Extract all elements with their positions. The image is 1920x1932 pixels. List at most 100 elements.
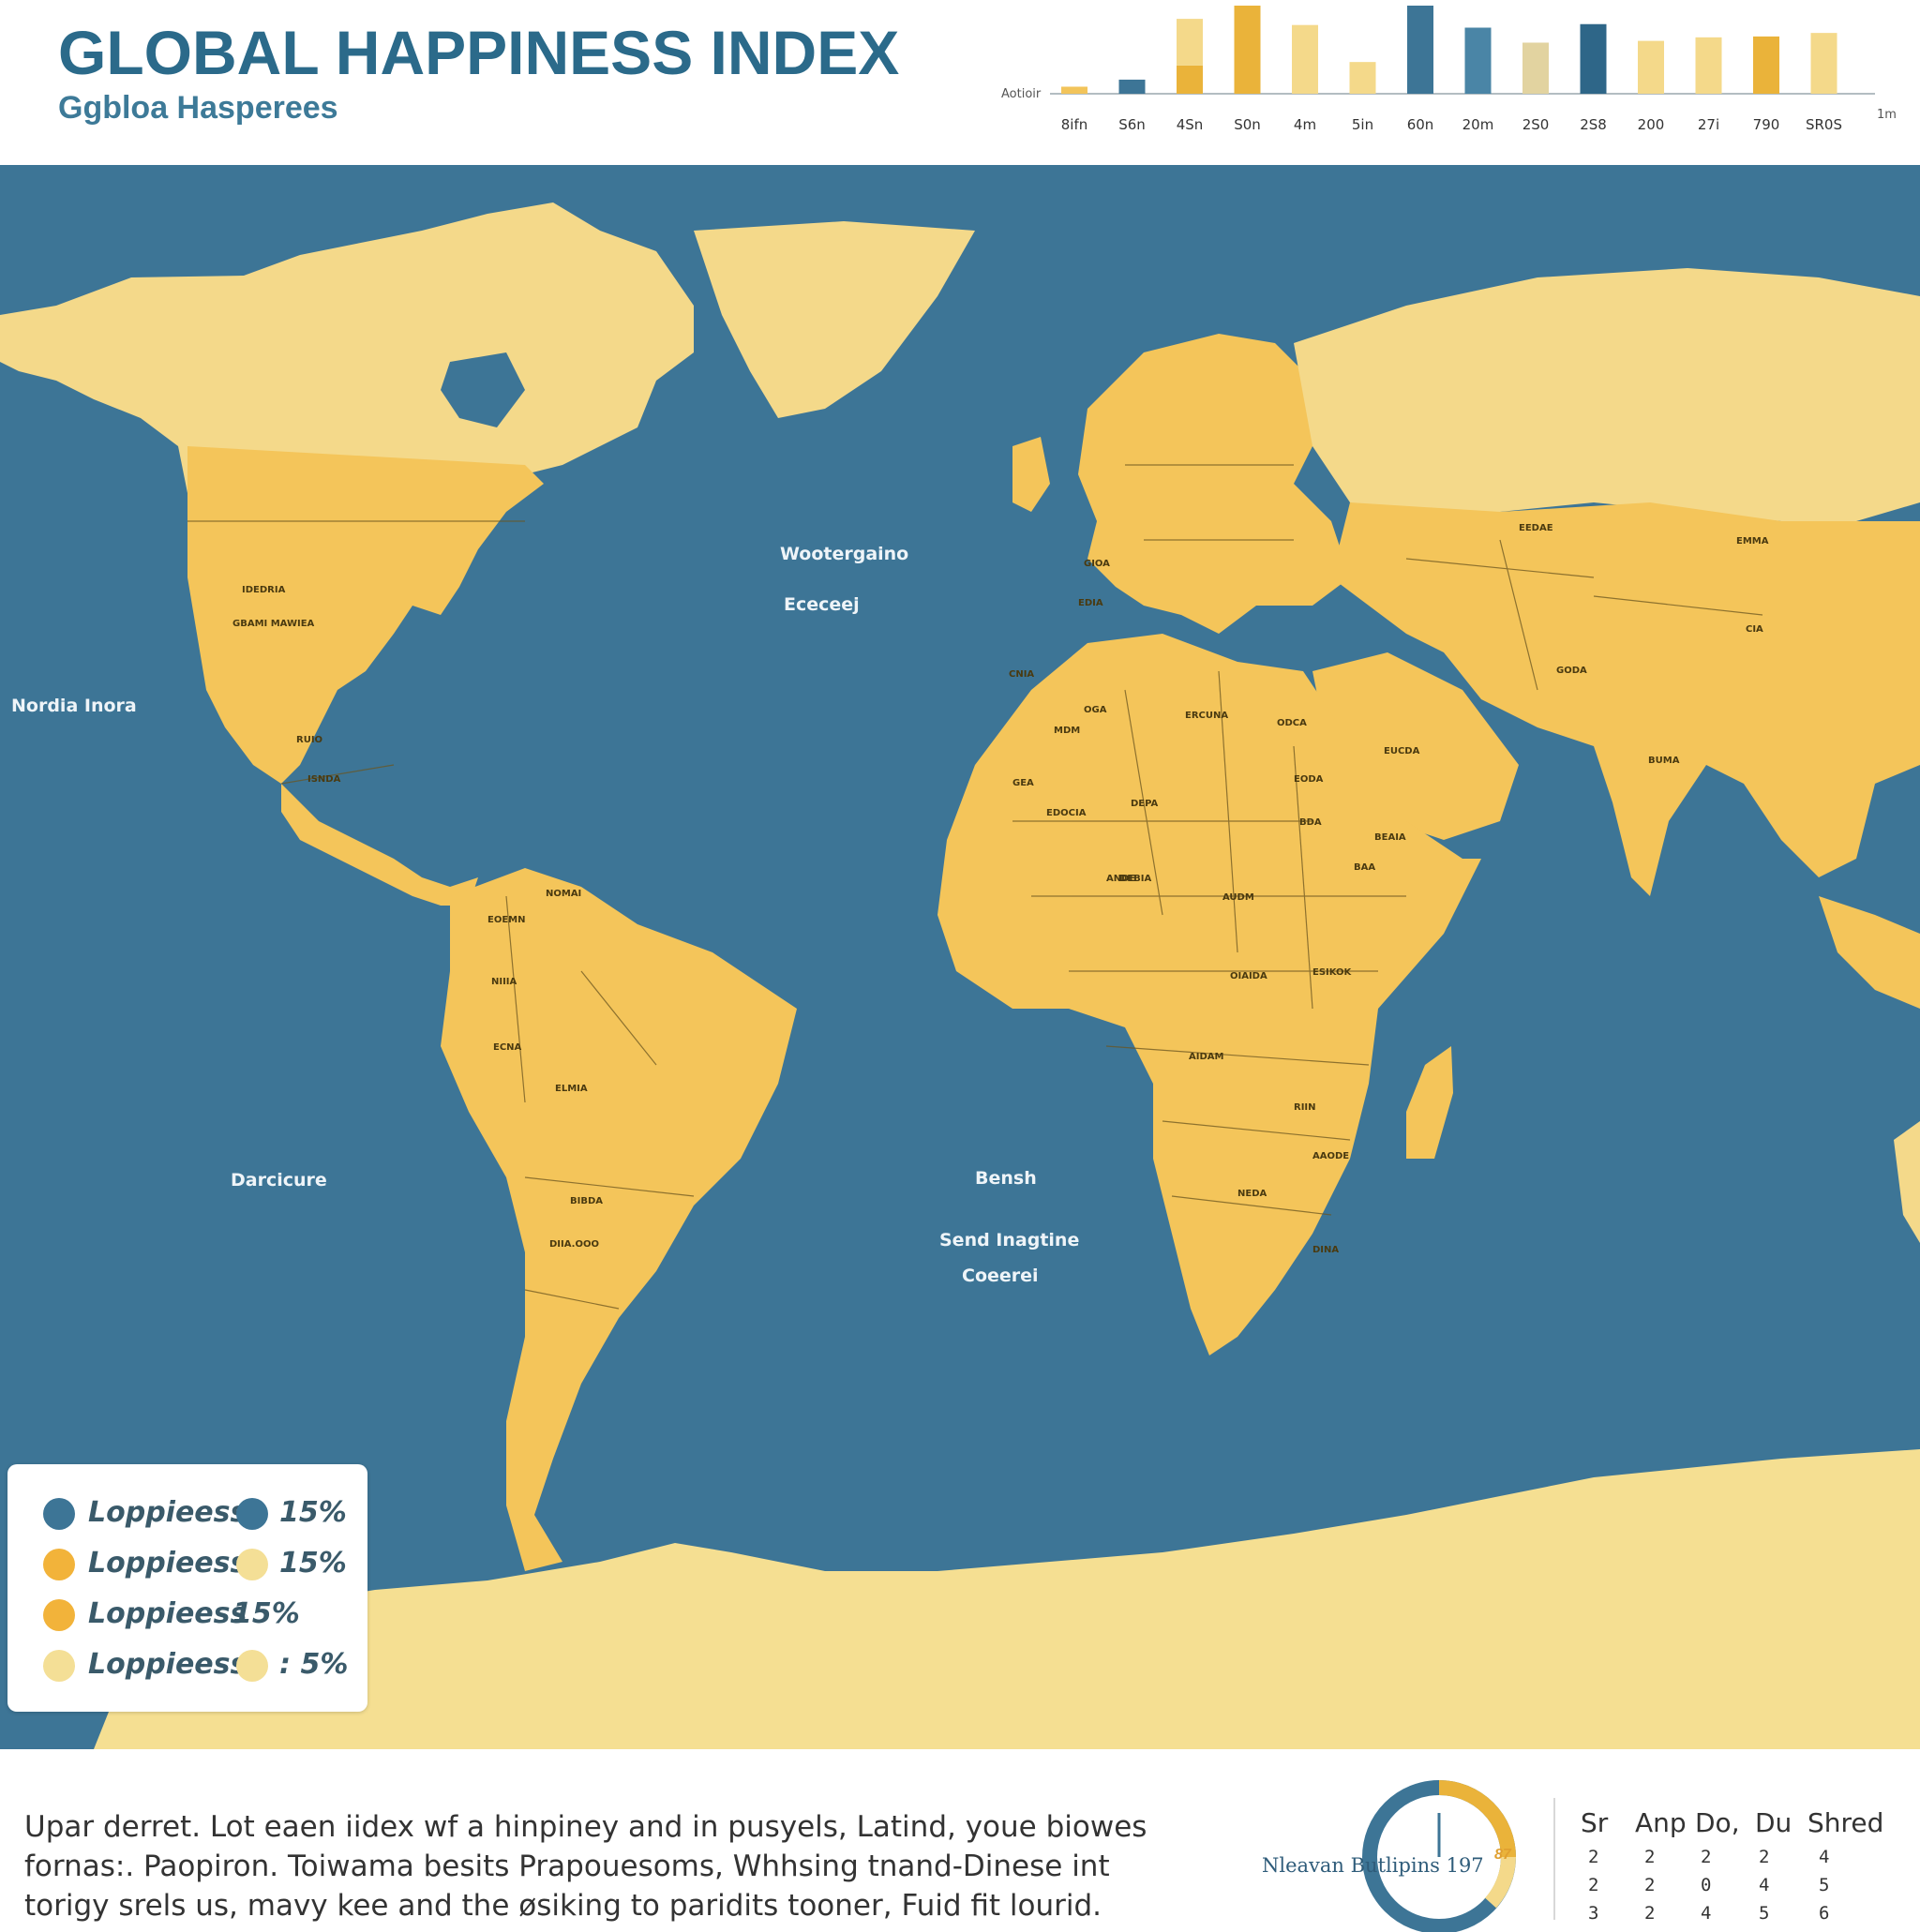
x-tick-label: 790 — [1753, 116, 1780, 133]
legend-swatch — [43, 1599, 75, 1631]
ocean-label-pacific: Nordia Inora — [11, 696, 137, 716]
country-label: GEA — [1012, 778, 1034, 788]
bar — [1753, 36, 1779, 94]
country-label: AIDAM — [1189, 1052, 1224, 1062]
table-cell: 0 — [1701, 1875, 1712, 1895]
europe — [1078, 334, 1350, 634]
country-label: ISNDA — [308, 774, 341, 785]
bar — [1061, 86, 1088, 94]
country-label: EEDAE — [1519, 523, 1553, 533]
legend-label: Loppieess — [88, 1496, 248, 1529]
table-cell: 5 — [1819, 1875, 1830, 1895]
country-label: ERCUNA — [1185, 711, 1229, 721]
country-label: ODCA — [1277, 718, 1307, 728]
bar — [1349, 62, 1376, 94]
country-label: NIIIA — [491, 977, 518, 987]
legend-swatch — [236, 1549, 268, 1580]
country-label: EOEMN — [488, 915, 526, 925]
country-label: GBAMI MAWIEA — [232, 619, 315, 629]
x-tick-label: 27i — [1698, 116, 1719, 133]
country-label: RUIO — [296, 735, 323, 745]
x-tick-label: 5in — [1352, 116, 1373, 133]
divider — [1553, 1798, 1555, 1920]
footer-line: torigy srels us, mavy kee and the øsikin… — [24, 1889, 1102, 1923]
table-header: Sr — [1581, 1807, 1609, 1838]
bar — [1118, 79, 1146, 94]
country-label: NEDA — [1238, 1189, 1268, 1199]
legend-swatch — [43, 1650, 75, 1682]
country-label: BDA — [1299, 817, 1322, 828]
legend-label: Loppieess — [88, 1648, 248, 1681]
gauge-label: Nleavan Butlipins 197 — [1262, 1854, 1484, 1877]
x-tick-label: S6n — [1118, 116, 1146, 133]
arabia — [1312, 652, 1519, 840]
southeast-asia-islands — [1819, 896, 1920, 1009]
legend-value: 15% — [279, 1496, 347, 1529]
antarctica — [94, 1449, 1920, 1749]
country-label: CNIA — [1009, 669, 1035, 680]
table-cell: 2 — [1644, 1847, 1656, 1867]
bar — [1638, 40, 1664, 94]
table-cell: 2 — [1644, 1875, 1656, 1895]
ocean-label-north-atlantic: Wootergaino — [780, 544, 909, 564]
legend-label: Loppieess — [88, 1547, 248, 1580]
country-label: BEAIA — [1374, 832, 1406, 843]
country-label: EMMA — [1736, 536, 1769, 547]
footer-line: Upar derret. Lot eaen iidex wf a hinpine… — [24, 1810, 1148, 1844]
bar — [1177, 19, 1203, 66]
africa — [938, 634, 1481, 1355]
table-cell: 3 — [1588, 1903, 1599, 1924]
bar — [1580, 23, 1607, 95]
country-label: ECNA — [493, 1042, 522, 1053]
australia — [1894, 1121, 1920, 1243]
country-label: ESIKOK — [1312, 967, 1352, 978]
bar — [1810, 33, 1838, 94]
country-label: DIIA.OOO — [549, 1239, 599, 1250]
table-cell: 4 — [1819, 1847, 1830, 1867]
footer-description: Upar derret. Lot eaen iidex wf a hinpine… — [24, 1807, 1148, 1925]
country-label: DEPA — [1131, 799, 1159, 809]
x-tick-label: 8ifn — [1061, 116, 1088, 133]
greenland — [694, 221, 975, 418]
legend-swatch — [236, 1650, 268, 1682]
bar-chart: Aotioir 8ifn S6n 4Sn S0n 4m 5in 60n 20m 2S0 2S8 200… — [1001, 6, 1897, 133]
table-header: Anp — [1635, 1807, 1687, 1838]
legend-swatch — [236, 1498, 268, 1530]
world-map: Wootergaino Ececeej Nordia Inora Darcicu… — [0, 165, 1920, 1749]
uk — [1012, 437, 1050, 512]
country-label: IDEDRIA — [242, 585, 286, 595]
table-cell: 4 — [1759, 1875, 1770, 1895]
bar — [1464, 27, 1492, 94]
table-cell: 2 — [1588, 1875, 1599, 1895]
footer-line: fornas:. Paopiron. Toiwama besits Prapou… — [24, 1850, 1110, 1883]
table-cell: 5 — [1759, 1903, 1770, 1924]
country-label: GIOA — [1084, 559, 1110, 569]
country-label: AAODE — [1312, 1151, 1350, 1161]
table-cell: 2 — [1759, 1847, 1770, 1867]
hudson-bay — [441, 352, 525, 427]
x-tick-label: 2S8 — [1580, 116, 1607, 133]
bar — [1407, 6, 1433, 94]
header: GLOBAL HAPPINESS INDEX Ggbloa Hasperees … — [0, 0, 1920, 165]
page-subtitle: Ggbloa Hasperees — [58, 90, 338, 126]
country-label: EDIA — [1078, 598, 1103, 608]
legend-value: : 5% — [279, 1648, 349, 1681]
country-label: MDM — [1054, 726, 1081, 736]
table-cell: 2 — [1588, 1847, 1599, 1867]
legend-swatch — [43, 1498, 75, 1530]
ocean-label-indian: Send Inagtine — [939, 1230, 1080, 1251]
table-cell: 4 — [1701, 1903, 1712, 1924]
country-label: ELMIA — [555, 1084, 588, 1094]
bar — [1177, 65, 1203, 94]
ocean-label-indian-sub: Coeerei — [962, 1266, 1039, 1286]
country-label: BAA — [1354, 862, 1376, 873]
madagascar — [1406, 1046, 1453, 1159]
north-america-main — [188, 446, 544, 784]
table-cell: 6 — [1819, 1903, 1830, 1924]
legend-value: 15% — [232, 1597, 300, 1630]
legend-swatch — [43, 1549, 75, 1580]
country-label: BIBDA — [570, 1196, 604, 1206]
country-label: EDOCIA — [1046, 808, 1087, 818]
ocean-label-south-pacific: Darcicure — [231, 1170, 327, 1191]
table-cell: 2 — [1644, 1903, 1656, 1924]
